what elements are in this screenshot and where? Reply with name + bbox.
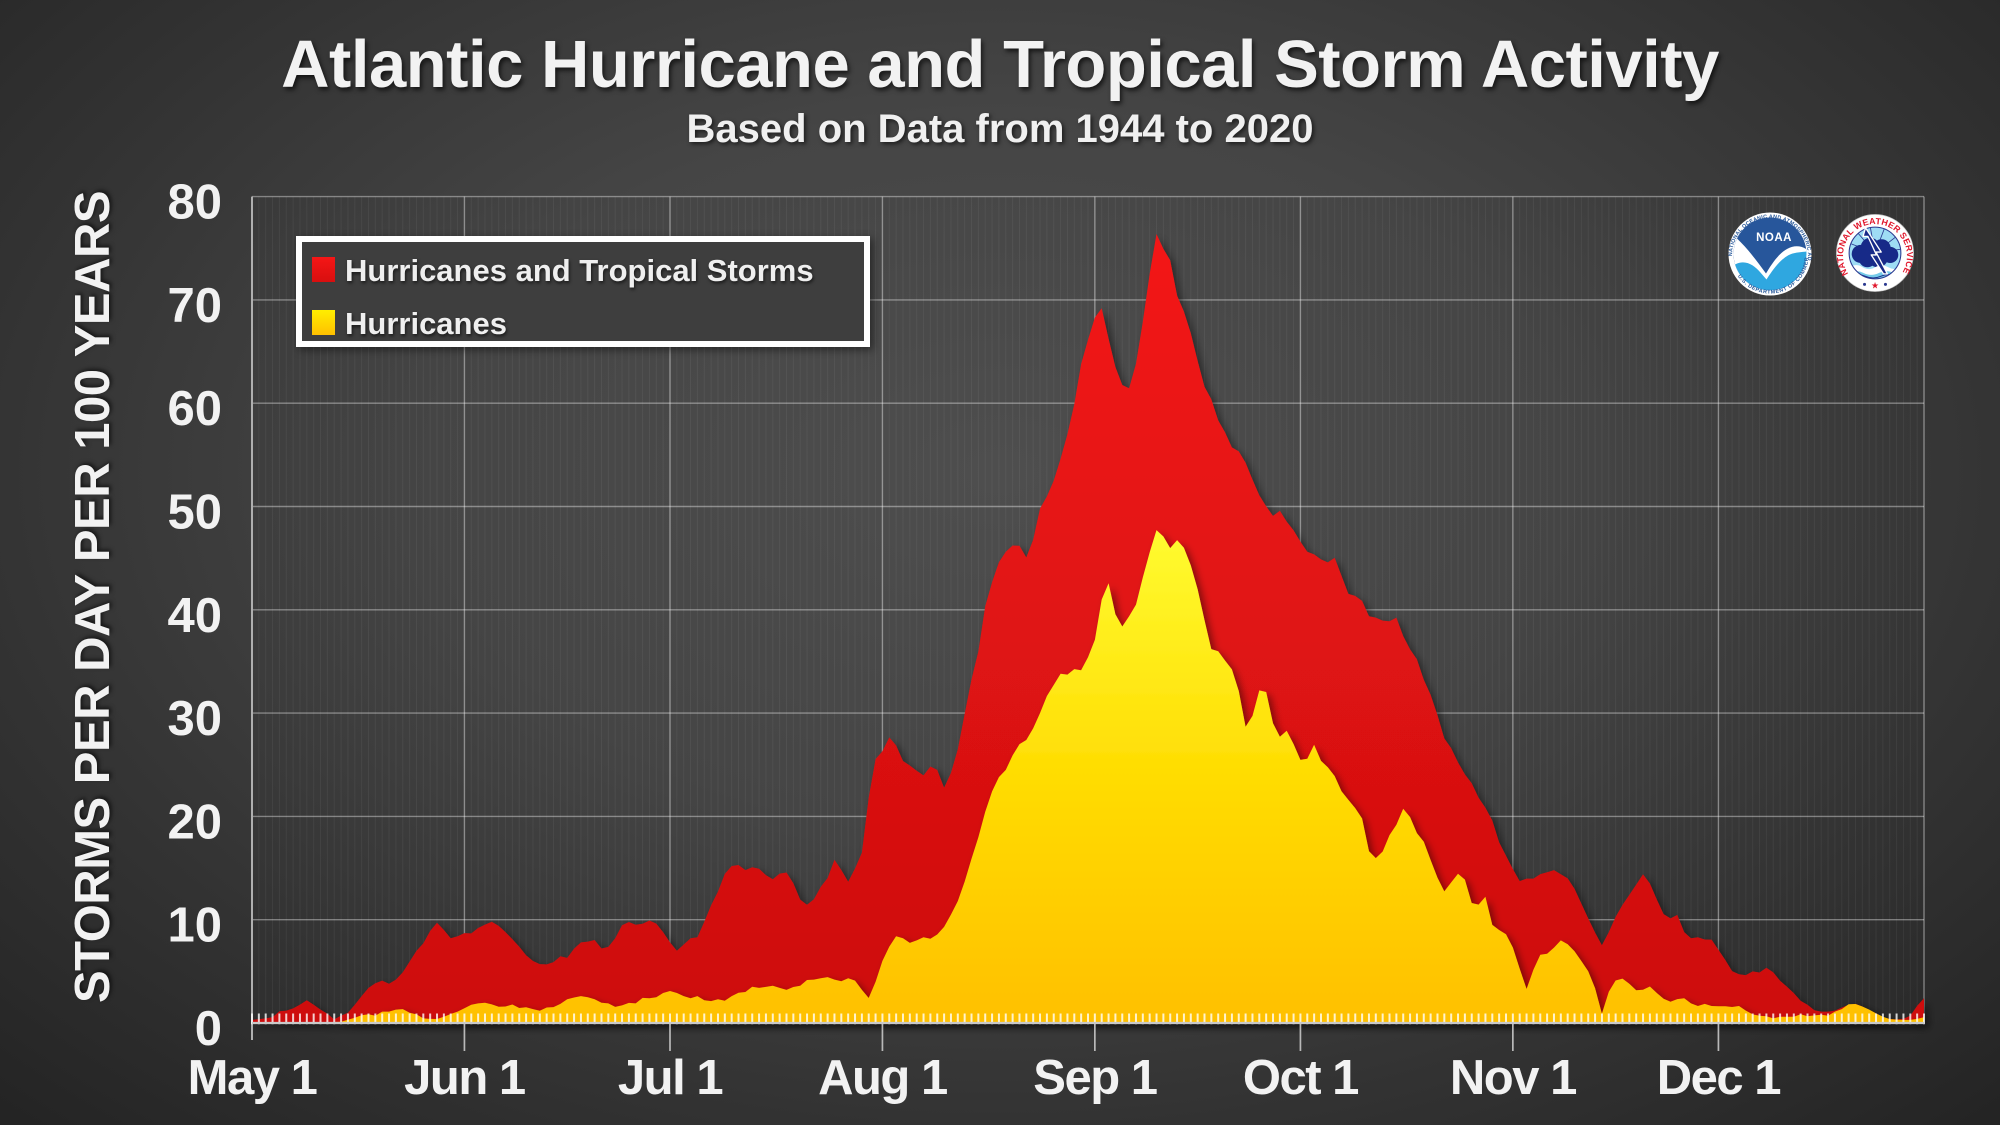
svg-text:60: 60	[167, 382, 222, 436]
svg-text:10: 10	[167, 899, 222, 953]
svg-text:Aug 1: Aug 1	[818, 1051, 947, 1105]
svg-text:30: 30	[167, 692, 222, 746]
svg-text:50: 50	[167, 486, 222, 540]
svg-text:40: 40	[167, 589, 222, 643]
svg-text:20: 20	[167, 795, 222, 849]
svg-text:70: 70	[167, 279, 222, 333]
svg-text:Jun 1: Jun 1	[404, 1051, 525, 1105]
svg-text:★: ★	[1871, 281, 1879, 291]
svg-text:Dec 1: Dec 1	[1657, 1051, 1781, 1105]
svg-text:May 1: May 1	[188, 1051, 317, 1105]
svg-text:0: 0	[195, 1002, 222, 1056]
svg-text:Oct 1: Oct 1	[1243, 1051, 1358, 1105]
svg-text:Sep 1: Sep 1	[1033, 1051, 1156, 1105]
svg-text:Jul 1: Jul 1	[618, 1051, 722, 1105]
svg-text:Nov 1: Nov 1	[1450, 1051, 1576, 1105]
svg-text:80: 80	[167, 176, 222, 230]
svg-text:NOAA: NOAA	[1756, 232, 1792, 244]
